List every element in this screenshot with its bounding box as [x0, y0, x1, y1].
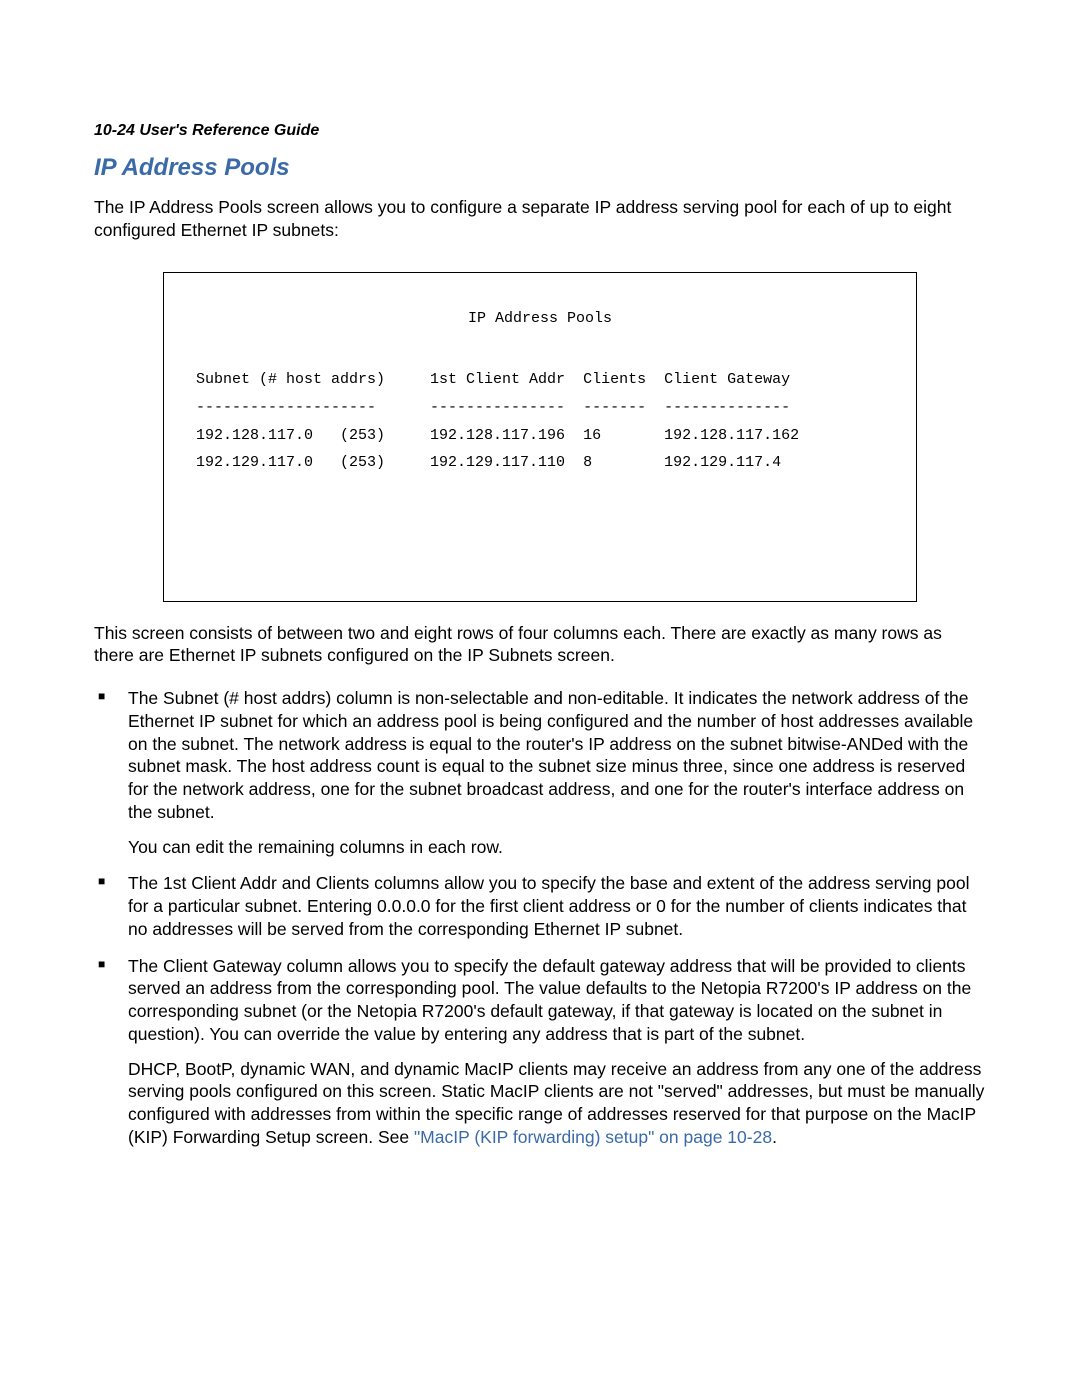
terminal-screen: IP Address Pools Subnet (# host addrs) 1… — [163, 272, 917, 602]
document-page: 10-24 User's Reference Guide IP Address … — [0, 0, 1080, 1397]
after-terminal-paragraph: This screen consists of between two and … — [94, 622, 986, 668]
bullet-list: The Subnet (# host addrs) column is non-… — [94, 687, 986, 1149]
list-item: The Client Gateway column allows you to … — [94, 955, 986, 1149]
terminal-row: 192.129.117.0 (253) 192.129.117.110 8 19… — [196, 454, 781, 471]
cross-reference-link[interactable]: "MacIP (KIP forwarding) setup" on page 1… — [414, 1127, 772, 1147]
terminal-title: IP Address Pools — [196, 305, 884, 333]
terminal-header: Subnet (# host addrs) 1st Client Addr Cl… — [196, 371, 790, 388]
list-item: The 1st Client Addr and Clients columns … — [94, 872, 986, 940]
list-item: The Subnet (# host addrs) column is non-… — [94, 687, 986, 858]
list-item-extra: You can edit the remaining columns in ea… — [128, 836, 986, 859]
list-item-extra-post: . — [772, 1127, 777, 1147]
section-title: IP Address Pools — [94, 154, 986, 182]
list-item-text: The 1st Client Addr and Clients columns … — [128, 873, 969, 939]
terminal-row: 192.128.117.0 (253) 192.128.117.196 16 1… — [196, 427, 799, 444]
list-item-text: The Subnet (# host addrs) column is non-… — [128, 688, 973, 822]
list-item-extra: DHCP, BootP, dynamic WAN, and dynamic Ma… — [128, 1058, 986, 1149]
terminal-rule: -------------------- --------------- ---… — [196, 399, 790, 416]
list-item-text: The Client Gateway column allows you to … — [128, 956, 971, 1044]
intro-paragraph: The IP Address Pools screen allows you t… — [94, 196, 986, 242]
running-head: 10-24 User's Reference Guide — [94, 122, 986, 140]
